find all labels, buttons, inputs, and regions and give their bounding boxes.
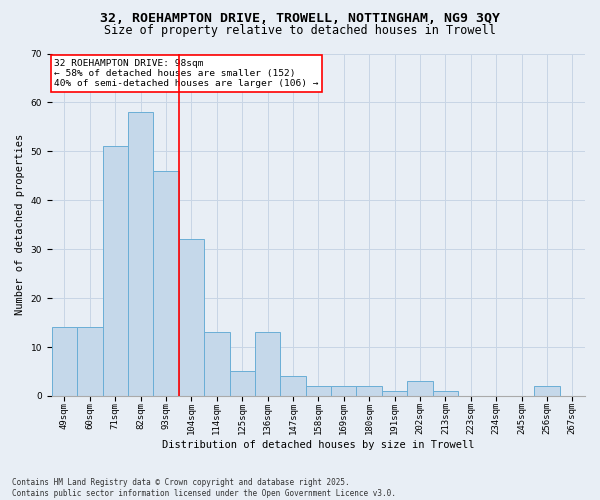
Text: 32 ROEHAMPTON DRIVE: 98sqm
← 58% of detached houses are smaller (152)
40% of sem: 32 ROEHAMPTON DRIVE: 98sqm ← 58% of deta… xyxy=(55,58,319,88)
Bar xyxy=(356,386,382,396)
Bar xyxy=(382,391,407,396)
Bar xyxy=(77,328,103,396)
Bar xyxy=(280,376,305,396)
Bar xyxy=(103,146,128,396)
Bar xyxy=(534,386,560,396)
Bar xyxy=(331,386,356,396)
Bar xyxy=(128,112,154,396)
Bar xyxy=(204,332,230,396)
Text: Size of property relative to detached houses in Trowell: Size of property relative to detached ho… xyxy=(104,24,496,37)
Bar xyxy=(52,328,77,396)
X-axis label: Distribution of detached houses by size in Trowell: Distribution of detached houses by size … xyxy=(162,440,475,450)
Text: Contains HM Land Registry data © Crown copyright and database right 2025.
Contai: Contains HM Land Registry data © Crown c… xyxy=(12,478,396,498)
Text: 32, ROEHAMPTON DRIVE, TROWELL, NOTTINGHAM, NG9 3QY: 32, ROEHAMPTON DRIVE, TROWELL, NOTTINGHA… xyxy=(100,12,500,26)
Bar xyxy=(433,391,458,396)
Bar xyxy=(255,332,280,396)
Bar xyxy=(154,171,179,396)
Bar xyxy=(230,372,255,396)
Bar xyxy=(179,240,204,396)
Bar xyxy=(407,382,433,396)
Bar xyxy=(305,386,331,396)
Y-axis label: Number of detached properties: Number of detached properties xyxy=(15,134,25,316)
